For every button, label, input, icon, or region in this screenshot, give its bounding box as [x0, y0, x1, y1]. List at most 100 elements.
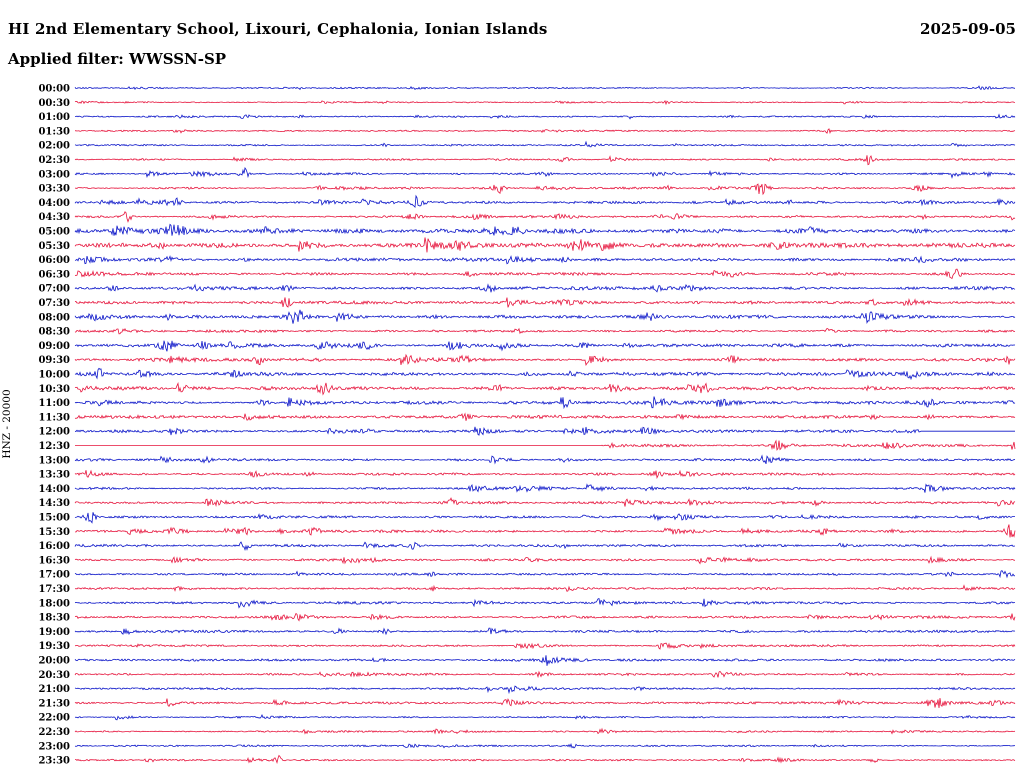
trace-row-1730 [74, 584, 1016, 592]
time-label: 01:30 [38, 126, 70, 137]
trace-row-1130 [74, 412, 1016, 421]
trace-row-2230 [74, 727, 1016, 735]
time-label: 09:30 [38, 355, 70, 366]
trace-row-2200 [74, 714, 1016, 721]
time-label: 04:30 [38, 212, 70, 223]
date-label: 2025-09-05 [920, 20, 1016, 38]
time-label: 07:00 [38, 284, 70, 295]
trace-row-0330 [74, 183, 1016, 196]
trace-row-0800 [74, 309, 1016, 324]
time-label: 20:00 [38, 656, 70, 667]
time-label: 16:30 [38, 555, 70, 566]
time-label: 23:30 [38, 756, 70, 767]
time-label: 03:00 [38, 169, 70, 180]
trace-row-1600 [74, 541, 1016, 552]
time-label: 17:30 [38, 584, 70, 595]
time-label: 11:30 [38, 412, 70, 423]
trace-row-0200 [74, 140, 1016, 148]
trace-row-2130 [74, 697, 1016, 708]
trace-row-1300 [74, 454, 1016, 465]
time-label: 04:00 [38, 198, 70, 209]
trace-row-1900 [74, 627, 1016, 636]
time-label: 00:00 [38, 84, 70, 95]
time-label: 19:00 [38, 627, 70, 638]
trace-row-1630 [74, 555, 1016, 565]
time-label: 07:30 [38, 298, 70, 309]
time-label: 02:00 [38, 141, 70, 152]
trace-row-0030 [74, 100, 1016, 106]
time-label: 23:00 [38, 741, 70, 752]
trace-row-1500 [74, 512, 1015, 524]
time-label: 15:00 [38, 513, 70, 524]
time-label: 17:00 [38, 570, 70, 581]
trace-row-0930 [74, 353, 1016, 366]
trace-row-0100 [74, 113, 1016, 120]
channel-axis-label: HNZ - 20000 [1, 389, 13, 458]
time-label: 21:00 [38, 684, 70, 695]
time-label: 15:30 [38, 527, 70, 538]
trace-row-1200 [74, 426, 1015, 436]
time-label: 22:00 [38, 713, 70, 724]
trace-row-1000 [74, 367, 1016, 381]
trace-rows: 00:00 00:30 01:00 01:30 02:00 02:30 03:00 03:30… [38, 84, 1016, 767]
time-label: 20:30 [38, 670, 70, 681]
time-label: 12:30 [38, 441, 70, 452]
trace-row-2300 [74, 742, 1016, 749]
trace-row-1430 [74, 497, 1016, 508]
trace-row-2000 [74, 655, 1016, 666]
trace-row-2330 [75, 754, 1016, 764]
time-label: 05:00 [38, 227, 70, 238]
trace-row-1530 [74, 524, 1016, 538]
time-label: 06:00 [38, 255, 70, 266]
trace-row-0400 [74, 194, 1016, 209]
trace-row-1400 [74, 483, 1016, 493]
time-label: 11:00 [38, 398, 70, 409]
time-label: 10:00 [38, 370, 70, 381]
trace-row-0600 [74, 255, 1016, 265]
time-label: 09:00 [38, 341, 70, 352]
time-label: 21:30 [38, 698, 70, 709]
trace-row-0300 [74, 166, 1016, 179]
trace-row-1100 [74, 396, 1016, 410]
trace-row-0130 [74, 128, 1016, 134]
trace-row-1700 [74, 570, 1016, 579]
trace-row-0500 [74, 223, 1016, 236]
time-label: 14:00 [38, 484, 70, 495]
time-label: 18:30 [38, 613, 70, 624]
time-label: 05:30 [38, 241, 70, 252]
trace-row-0530 [74, 237, 1016, 253]
time-label: 12:00 [38, 427, 70, 438]
time-label: 13:00 [38, 455, 70, 466]
time-label: 03:30 [38, 184, 70, 195]
time-label: 08:00 [38, 312, 70, 323]
trace-row-0830 [74, 327, 1016, 335]
time-label: 16:00 [38, 541, 70, 552]
trace-row-0000 [74, 85, 1016, 91]
time-label: 13:30 [38, 470, 70, 481]
trace-row-1230 [75, 439, 1016, 451]
page-title: HI 2nd Elementary School, Lixouri, Cepha… [8, 20, 548, 38]
time-label: 00:30 [38, 98, 70, 109]
time-label: 19:30 [38, 641, 70, 652]
time-label: 02:30 [38, 155, 70, 166]
trace-row-2100 [74, 685, 1016, 695]
trace-row-0900 [74, 340, 1016, 352]
trace-row-1330 [74, 469, 1016, 480]
time-label: 14:30 [38, 498, 70, 509]
time-label: 01:00 [38, 112, 70, 123]
trace-row-1930 [74, 642, 1016, 650]
trace-row-1800 [74, 597, 1015, 609]
time-label: 10:30 [38, 384, 70, 395]
trace-row-1830 [74, 612, 1016, 622]
time-label: 06:30 [38, 269, 70, 280]
filter-label: Applied filter: WWSSN-SP [8, 50, 227, 68]
trace-row-0730 [74, 297, 1016, 308]
time-label: 08:30 [38, 327, 70, 338]
trace-row-0430 [74, 211, 1016, 223]
trace-row-0630 [74, 268, 1016, 280]
trace-row-0700 [74, 283, 1016, 293]
trace-row-1030 [74, 382, 1016, 396]
trace-row-0230 [74, 155, 1016, 166]
